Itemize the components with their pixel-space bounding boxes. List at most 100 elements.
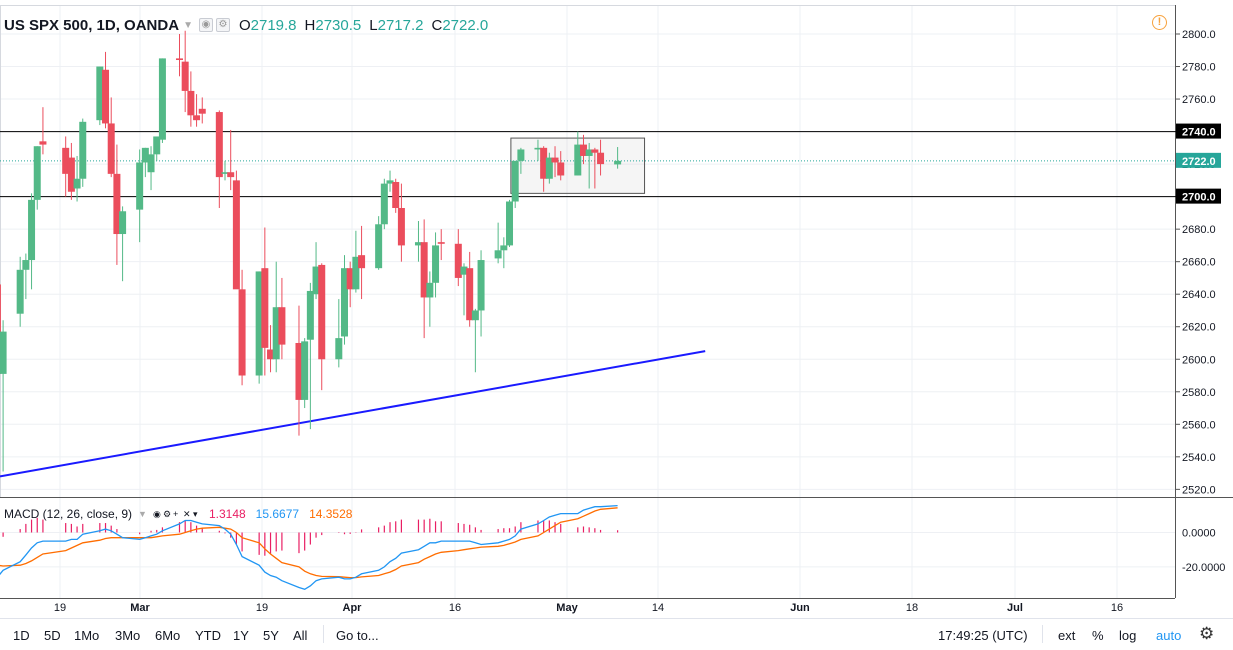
gear-icon[interactable]: ⚙ bbox=[1199, 624, 1215, 643]
candle-body[interactable] bbox=[358, 255, 366, 269]
candle-body[interactable] bbox=[198, 108, 206, 114]
candle-body[interactable] bbox=[517, 149, 525, 161]
candle-body[interactable] bbox=[141, 147, 149, 163]
candle-body[interactable] bbox=[506, 201, 514, 246]
candle-body[interactable] bbox=[466, 268, 474, 321]
candle-body[interactable] bbox=[352, 256, 360, 290]
ext-toggle[interactable]: ext bbox=[1058, 628, 1076, 643]
candle-body[interactable] bbox=[16, 269, 24, 314]
macd-title[interactable]: MACD (12, 26, close, 9) bbox=[4, 507, 133, 521]
candle-body[interactable] bbox=[420, 242, 428, 298]
timeframe-ytd[interactable]: YTD bbox=[195, 628, 221, 643]
chevron-down-icon[interactable]: ▼ bbox=[183, 19, 193, 31]
candle-body[interactable] bbox=[33, 146, 41, 200]
candle-body[interactable] bbox=[255, 271, 263, 376]
candle-body[interactable] bbox=[301, 341, 309, 400]
candle-body[interactable] bbox=[534, 147, 542, 150]
candle-body[interactable] bbox=[175, 58, 183, 61]
candle-body[interactable] bbox=[318, 264, 326, 360]
clock-time[interactable]: 17:49:25 (UTC) bbox=[938, 628, 1028, 643]
candle-body[interactable] bbox=[102, 69, 110, 124]
chevron-down-icon[interactable]: ▼ bbox=[138, 509, 147, 519]
auto-toggle[interactable]: auto bbox=[1156, 628, 1182, 643]
timeframe-1mo[interactable]: 1Mo bbox=[74, 628, 100, 643]
candle-body[interactable] bbox=[181, 61, 189, 91]
candle-body[interactable] bbox=[227, 172, 235, 178]
candle-body[interactable] bbox=[500, 245, 508, 251]
candle-body[interactable] bbox=[193, 115, 201, 121]
chevron-down-icon[interactable]: ▾ bbox=[192, 509, 198, 519]
candle-body[interactable] bbox=[597, 152, 605, 165]
candle-body[interactable] bbox=[341, 268, 348, 337]
candle-body[interactable] bbox=[579, 144, 587, 156]
chart-svg[interactable]: 2800.02780.02760.02740.02720.02700.02680… bbox=[0, 0, 1233, 618]
candle-body[interactable] bbox=[454, 243, 462, 278]
candle-body[interactable] bbox=[238, 289, 246, 376]
candle-body[interactable] bbox=[0, 284, 1, 374]
candle-body[interactable] bbox=[67, 157, 75, 192]
candle-body[interactable] bbox=[511, 160, 519, 202]
timeframe-all[interactable]: All bbox=[293, 628, 308, 643]
timeframe-1d[interactable]: 1D bbox=[13, 628, 30, 643]
candle-body[interactable] bbox=[574, 144, 582, 176]
candle-body[interactable] bbox=[22, 260, 30, 270]
candle-body[interactable] bbox=[232, 180, 240, 290]
candle-body[interactable] bbox=[392, 181, 400, 209]
log-toggle[interactable]: log bbox=[1119, 628, 1137, 643]
symbol-title[interactable]: US SPX 500, 1D, OANDA bbox=[4, 16, 180, 34]
candle-body[interactable] bbox=[551, 157, 559, 163]
candle-body[interactable] bbox=[39, 141, 47, 145]
warning-icon[interactable]: ! bbox=[1152, 15, 1167, 30]
candle-body[interactable] bbox=[437, 242, 445, 244]
candle-body[interactable] bbox=[380, 183, 388, 225]
candle-body[interactable] bbox=[221, 172, 229, 174]
gear-icon[interactable]: ⚙ bbox=[162, 509, 172, 519]
candle-body[interactable] bbox=[96, 66, 104, 121]
plus-icon[interactable]: + bbox=[172, 509, 179, 519]
chart-area[interactable]: 2800.02780.02760.02740.02720.02700.02680… bbox=[0, 0, 1233, 618]
candle-body[interactable] bbox=[215, 112, 223, 178]
candle-body[interactable] bbox=[585, 149, 593, 156]
candle-body[interactable] bbox=[471, 310, 479, 321]
eye-icon[interactable]: ◉ bbox=[198, 18, 213, 32]
candle-body[interactable] bbox=[267, 349, 275, 360]
candle-body[interactable] bbox=[375, 224, 383, 269]
candle-body[interactable] bbox=[136, 162, 144, 210]
candle-body[interactable] bbox=[557, 162, 565, 176]
candle-body[interactable] bbox=[386, 180, 394, 184]
candle-body[interactable] bbox=[591, 149, 599, 153]
candle-body[interactable] bbox=[119, 211, 127, 235]
candle-body[interactable] bbox=[460, 266, 468, 275]
candle-body[interactable] bbox=[278, 307, 286, 345]
candle-body[interactable] bbox=[0, 331, 7, 374]
candle-body[interactable] bbox=[432, 245, 440, 283]
candle-body[interactable] bbox=[73, 178, 81, 189]
timeframe-6mo[interactable]: 6Mo bbox=[155, 628, 181, 643]
candle-body[interactable] bbox=[261, 268, 269, 348]
candle-body[interactable] bbox=[414, 242, 422, 246]
timeframe-3mo[interactable]: 3Mo bbox=[115, 628, 141, 643]
timeframe-5y[interactable]: 5Y bbox=[263, 628, 279, 643]
candle-body[interactable] bbox=[477, 260, 485, 311]
candle-body[interactable] bbox=[312, 266, 320, 295]
candle-body[interactable] bbox=[397, 208, 405, 246]
candle-body[interactable] bbox=[28, 199, 36, 261]
timeframe-1y[interactable]: 1Y bbox=[233, 628, 249, 643]
candle-body[interactable] bbox=[614, 160, 622, 165]
goto-button[interactable]: Go to... bbox=[336, 628, 379, 643]
candle-body[interactable] bbox=[153, 136, 161, 155]
candle-body[interactable] bbox=[346, 268, 354, 290]
candle-body[interactable] bbox=[295, 342, 303, 400]
candle-body[interactable] bbox=[79, 121, 87, 179]
candle-body[interactable] bbox=[187, 90, 195, 116]
trendline[interactable] bbox=[0, 350, 706, 478]
close-icon[interactable]: ✕ bbox=[182, 509, 191, 519]
eye-icon[interactable]: ◉ bbox=[152, 509, 161, 519]
percent-toggle[interactable]: % bbox=[1092, 628, 1104, 643]
timeframe-5d[interactable]: 5D bbox=[44, 628, 61, 643]
candle-body[interactable] bbox=[113, 173, 121, 235]
candle-body[interactable] bbox=[426, 282, 434, 298]
candle-body[interactable] bbox=[272, 307, 280, 360]
candle-body[interactable] bbox=[494, 250, 502, 259]
candle-body[interactable] bbox=[62, 147, 70, 174]
